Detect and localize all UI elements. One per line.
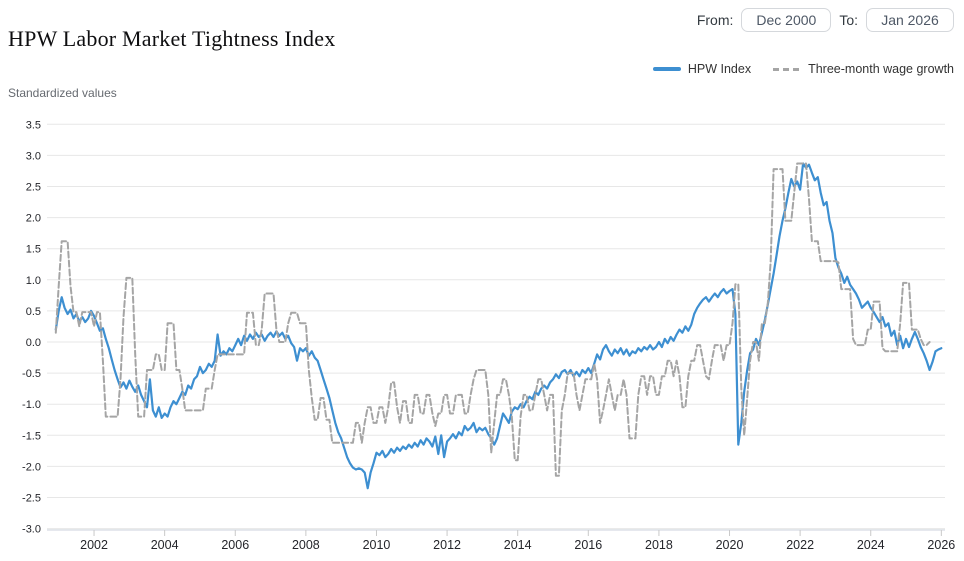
from-label: From: — [696, 12, 734, 28]
from-date-input[interactable]: Dec 2000 — [741, 8, 832, 32]
x-tick-label: 2010 — [363, 538, 391, 552]
hpw-index-line-swatch — [652, 67, 681, 71]
x-tick-label: 2018 — [645, 538, 673, 552]
legend-label-hpw-index: HPW Index — [687, 62, 752, 76]
wage-growth-dashed-line-swatch — [773, 67, 802, 71]
x-tick-label: 2004 — [151, 538, 179, 552]
chart-title: HPW Labor Market Tightness Index — [8, 26, 336, 51]
x-tick-label: 2016 — [574, 538, 602, 552]
y-tick-label: 3.5 — [26, 119, 41, 131]
x-tick-label: 2024 — [857, 538, 885, 552]
x-tick-label: 2020 — [716, 538, 744, 552]
y-tick-label: 2.5 — [26, 182, 41, 194]
x-tick-label: 2008 — [292, 538, 320, 552]
y-tick-label: 1.5 — [26, 244, 41, 256]
series-line-three-month-wage-growth — [54, 162, 931, 477]
y-tick-label: -1.0 — [22, 399, 41, 411]
y-tick-label: -2.0 — [22, 461, 41, 473]
to-label: To: — [839, 12, 858, 28]
to-date-input[interactable]: Jan 2026 — [866, 8, 954, 32]
y-tick-label: -0.5 — [22, 368, 41, 380]
x-tick-label: 2002 — [80, 538, 108, 552]
x-tick-label: 2014 — [504, 538, 532, 552]
legend: HPW Index Three-month wage growth — [652, 62, 954, 76]
x-tick-label: 2006 — [221, 538, 249, 552]
y-tick-label: -1.5 — [22, 430, 41, 442]
date-range-controls: From: Dec 2000 To: Jan 2026 — [697, 8, 954, 32]
y-tick-label: 1.0 — [26, 275, 41, 287]
y-tick-label: -2.5 — [22, 493, 41, 505]
x-tick-label: 2012 — [433, 538, 461, 552]
y-tick-label: 0.5 — [26, 306, 41, 318]
y-tick-label: -3.0 — [22, 524, 41, 536]
y-tick-label: 2.0 — [26, 213, 41, 225]
y-tick-label: 0.0 — [26, 337, 41, 349]
legend-item-wage-growth[interactable]: Three-month wage growth — [773, 62, 954, 76]
y-axis-unit-label: Standardized values — [8, 86, 117, 100]
chart-canvas: 3.5 3.0 2.5 2.0 1.5 1.0 0.5 0.0 -0.5 -1.0 -1.5 -2.0… — [22, 119, 955, 552]
x-tick-label: 2026 — [927, 538, 955, 552]
legend-label-wage-growth: Three-month wage growth — [808, 62, 954, 76]
x-tick-label: 2022 — [786, 538, 814, 552]
legend-item-hpw-index[interactable]: HPW Index — [652, 62, 752, 76]
y-tick-label: 3.0 — [26, 150, 41, 162]
series-line-hpw-index — [54, 162, 943, 490]
